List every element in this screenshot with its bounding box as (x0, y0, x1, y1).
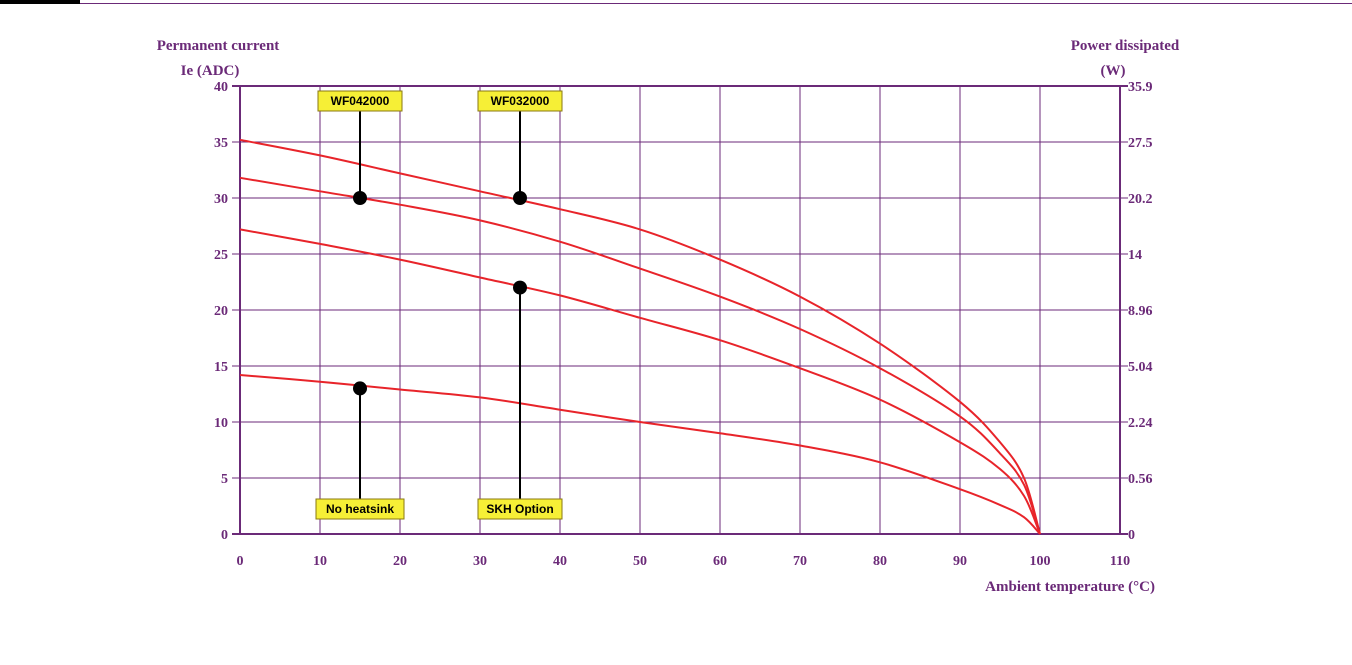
y-tick-label: 10 (214, 416, 228, 431)
x-tick-label: 0 (237, 554, 244, 569)
y-tick-label: 25 (214, 248, 228, 263)
callout-box (315, 498, 405, 520)
x-tick-label: 80 (873, 554, 887, 569)
callout-label: SKH Option (486, 502, 553, 516)
y2-tick-label: 35.9 (1128, 80, 1153, 95)
marker-dot (513, 280, 527, 295)
y2-tick-label: 14 (1128, 248, 1142, 263)
y-axis-title: Permanent current (157, 38, 280, 54)
callout-label: No heatsink (326, 502, 394, 516)
y2-tick-label: 8.96 (1128, 304, 1153, 319)
callout-box (477, 90, 563, 112)
x-tick-label: 40 (553, 554, 567, 569)
derating-curve (239, 176, 1041, 535)
callout-box (317, 90, 403, 112)
y-axis-unit: Ie (ADC) (181, 63, 240, 79)
y-tick-label: 40 (214, 80, 228, 95)
marker-dot (513, 191, 527, 205)
callout-label: WF032000 (491, 94, 550, 108)
y2-axis-title: Power dissipated (1071, 38, 1180, 54)
y2-tick-label: 0 (1128, 528, 1135, 543)
x-tick-label: 90 (953, 554, 967, 569)
derating-curve (239, 228, 1041, 535)
tick-labels: 0 10 20 30 40 50 60 70 80 90 100 110 0 5 10 15 20 25 30 35 4… (214, 80, 1153, 569)
y2-axis-unit: (W) (1101, 63, 1126, 79)
y2-tick-label: 20.2 (1128, 192, 1153, 207)
y-tick-label: 20 (214, 304, 228, 319)
markers: WF042000 WF032000 No heatsink SKH Option (315, 90, 563, 520)
y-tick-label: 35 (214, 136, 228, 151)
y2-tick-label: 27.5 (1128, 136, 1153, 151)
y-tick-label: 30 (214, 192, 228, 207)
x-tick-label: 10 (313, 554, 327, 569)
x-tick-label: 20 (393, 554, 407, 569)
derating-curve (239, 138, 1041, 535)
y-tick-label: 15 (214, 360, 228, 375)
callout-label: WF042000 (331, 94, 390, 108)
y-tick-label: 5 (221, 472, 228, 487)
x-tick-label: 100 (1030, 554, 1051, 569)
x-tick-label: 70 (793, 554, 807, 569)
top-border-line (80, 3, 1352, 4)
curves (239, 138, 1041, 535)
x-tick-label: 110 (1110, 554, 1130, 569)
y2-tick-label: 2.24 (1128, 416, 1153, 431)
derating-curve (239, 374, 1041, 535)
marker-dot (353, 191, 367, 205)
top-border-dark-segment (0, 0, 80, 4)
callout-box (477, 498, 563, 520)
x-tick-label: 60 (713, 554, 727, 569)
x-tick-label: 30 (473, 554, 487, 569)
y-tick-label: 0 (221, 528, 228, 543)
y2-tick-label: 5.04 (1128, 360, 1153, 375)
x-tick-label: 50 (633, 554, 647, 569)
grid (232, 85, 1128, 535)
y2-tick-label: 0.56 (1128, 472, 1153, 487)
marker-dot (353, 381, 367, 396)
top-border (0, 0, 1352, 4)
x-axis-title: Ambient temperature (°C) (985, 579, 1155, 595)
